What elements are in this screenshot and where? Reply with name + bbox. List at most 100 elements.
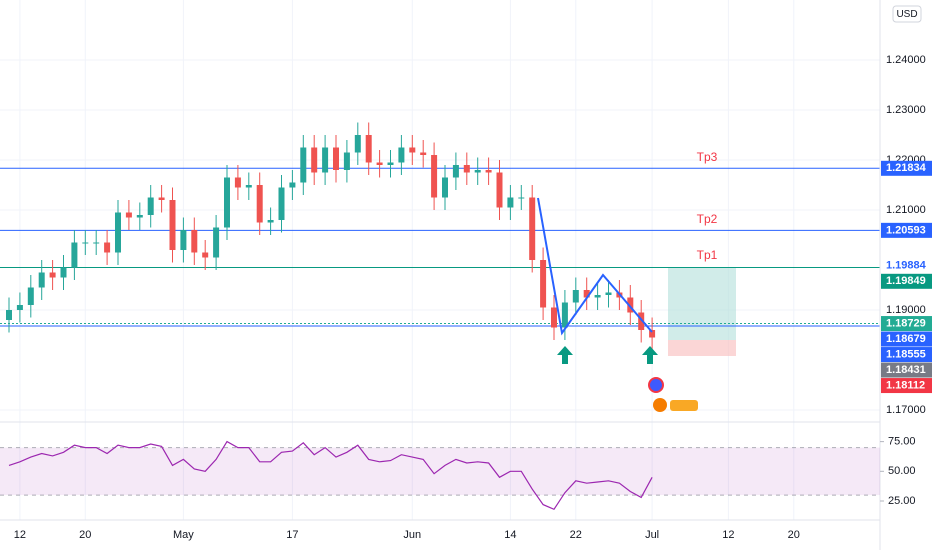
candle-body: [224, 177, 230, 228]
candle-body: [300, 147, 307, 183]
price-label: 1.18679: [886, 333, 926, 345]
candle-body: [387, 162, 394, 165]
candle-body: [289, 182, 296, 188]
candle-body: [583, 290, 590, 298]
candle-body: [27, 287, 34, 305]
candle-body: [202, 252, 209, 258]
x-tick-label: 22: [570, 529, 582, 541]
price-label: 1.21834: [886, 162, 927, 174]
x-tick-label: 17: [286, 529, 298, 541]
candle-body: [529, 197, 536, 260]
candle-body: [169, 200, 176, 250]
x-tick-label: Jun: [403, 529, 421, 541]
price-label-box: [881, 258, 932, 274]
x-tick-label: Jul: [645, 529, 659, 541]
candle-body: [420, 152, 427, 155]
candle-body: [649, 330, 656, 338]
arrow-up: [642, 346, 658, 364]
price-label-box: [881, 273, 932, 289]
rsi-tick-label: 50.00: [888, 465, 916, 477]
y-tick-label: 1.19000: [886, 304, 926, 316]
x-tick-label: 14: [504, 529, 516, 541]
x-tick-label: May: [173, 529, 194, 541]
pattern-line: [537, 197, 653, 336]
candle-body: [398, 147, 405, 163]
price-label: 1.18729: [886, 317, 926, 329]
price-label: 1.19884: [886, 260, 927, 272]
candle-body: [551, 307, 557, 328]
candle-body: [452, 165, 459, 178]
event-icons: [648, 377, 698, 412]
candle-body: [234, 177, 241, 188]
y-tick-label: 1.24000: [886, 54, 926, 66]
candle-body: [245, 185, 252, 188]
candle-body: [311, 147, 318, 173]
price-label-box: [881, 378, 932, 394]
candle-body: [333, 147, 339, 170]
x-tick-label: 20: [79, 529, 91, 541]
candle-body: [115, 212, 121, 253]
candle-body: [431, 155, 438, 198]
candle-body: [638, 312, 645, 330]
price-label: 1.18555: [886, 348, 926, 360]
candle-body: [213, 227, 220, 258]
candle-body: [463, 165, 470, 173]
stop-zone: [668, 340, 736, 356]
candle-body: [267, 220, 274, 223]
price-label-box: [881, 316, 932, 332]
candle-body: [365, 135, 372, 163]
price-label: 1.19849: [886, 275, 926, 287]
candle-body: [49, 272, 56, 278]
candle-body: [158, 197, 165, 200]
price-label: 1.20593: [886, 224, 926, 236]
price-label-box: [881, 331, 932, 347]
target-zone: [668, 268, 736, 340]
x-tick-label: 12: [14, 529, 26, 541]
x-tick-label: 20: [788, 529, 800, 541]
candle-body: [343, 152, 350, 170]
candle-body: [82, 242, 89, 244]
x-tick-label: 12: [722, 529, 734, 541]
price-label-box: [881, 160, 932, 176]
price-label: 1.18112: [886, 379, 925, 391]
candle-body: [485, 170, 492, 173]
candle-body: [518, 197, 525, 199]
candle-body: [136, 215, 143, 218]
candle-body: [594, 295, 601, 298]
candle-body: [605, 292, 612, 295]
y-tick-label: 1.21000: [886, 204, 926, 216]
candle-body: [71, 242, 78, 268]
candle-body: [354, 135, 361, 153]
price-label-box: [881, 222, 932, 238]
annotation: Tp3: [697, 150, 718, 164]
y-tick-label: 1.17000: [886, 404, 926, 416]
currency-badge: [892, 5, 922, 23]
candle-body: [496, 172, 503, 208]
candle-body: [409, 147, 416, 153]
grid: [0, 0, 880, 520]
candle-body: [507, 197, 514, 208]
candle-body: [125, 212, 132, 218]
candle-body: [572, 290, 579, 303]
candle-body: [561, 302, 568, 328]
price-label-box: [881, 362, 932, 378]
candle-body: [627, 297, 634, 313]
levels: [0, 167, 880, 327]
candle-body: [60, 267, 67, 278]
annotation: Tp1: [697, 248, 718, 262]
rsi-tick-label: 75.00: [888, 436, 916, 448]
price-axis: 1.170001.190001.210001.220001.230001.240…: [881, 54, 932, 507]
currency: USD: [896, 9, 917, 20]
candle-body: [540, 260, 547, 308]
candle-body: [180, 230, 187, 250]
candle-body: [256, 185, 263, 223]
candles: [6, 122, 656, 350]
candle-body: [6, 310, 12, 320]
candle-body: [104, 242, 111, 253]
price-label-box: [881, 347, 932, 363]
rsi-pane: [0, 440, 884, 511]
candle-body: [93, 242, 100, 244]
candle-body: [376, 162, 383, 165]
